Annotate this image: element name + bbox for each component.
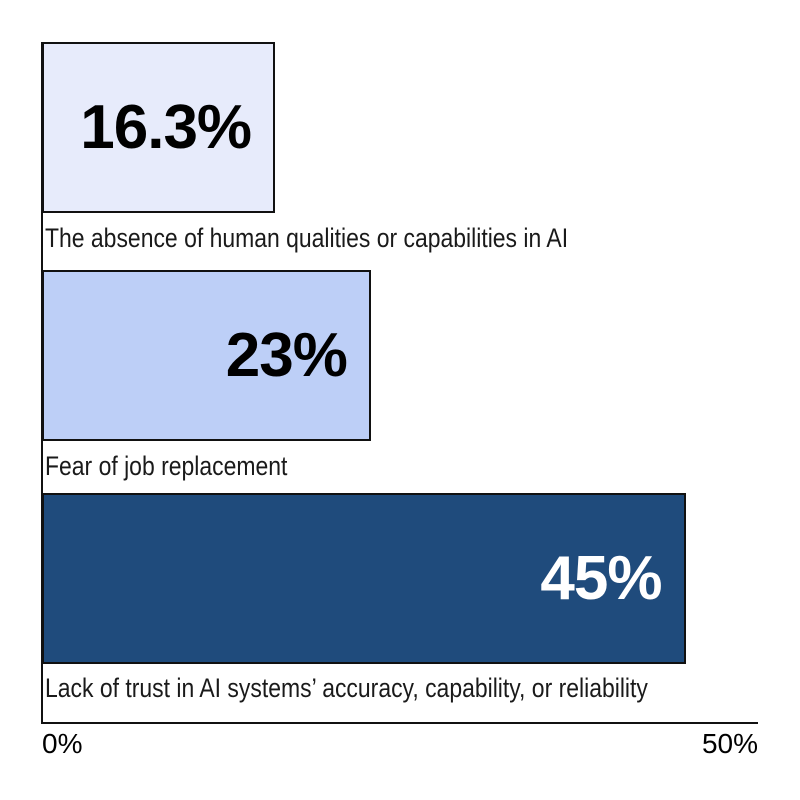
bar-fear-of-job-replacement: 23% [42,270,371,441]
bar-absence-of-human-qualities: 16.3% [42,42,276,213]
bar-category-label: Fear of job replacement [45,451,288,481]
bar-lack-of-trust-in-ai: 45% [42,493,686,664]
bar-category-label: The absence of human qualities or capabi… [45,223,569,253]
bar-value-label: 45% [540,543,662,613]
y-axis-line [41,42,43,723]
x-axis-tick-max: 50% [701,728,758,759]
x-axis-line [41,722,758,724]
bar-category-label: Lack of trust in AI systems’ accuracy, c… [45,673,648,703]
bar-value-label: 16.3% [80,92,252,162]
x-axis-tick-min: 0% [42,728,83,759]
bar-value-label: 23% [225,320,348,390]
plot-area: 16.3% The absence of human qualities or … [42,42,757,723]
